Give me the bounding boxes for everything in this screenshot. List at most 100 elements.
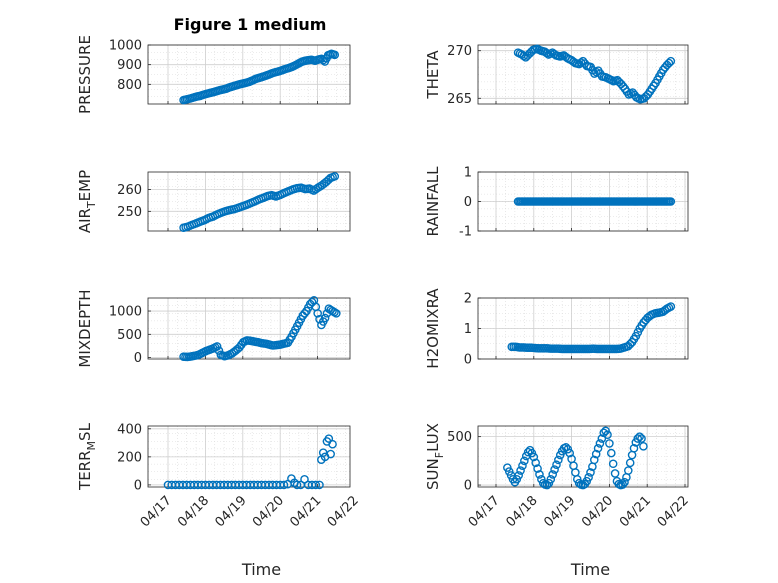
y-axis-label: PRESSURE [76,35,94,114]
data-point [520,456,529,466]
panel-h2omixra: 0 1 2 H2OMIXRA [424,288,689,369]
x-tick-label: 04/17 [466,493,503,530]
data-point [620,477,629,487]
data-point [605,439,614,448]
panel-pressure: 800 900 1000 PRESSURE [76,35,351,114]
y-tick-label: 270 [447,44,472,59]
data-point [592,67,601,77]
panel-rainfall: -1 0 1 RAINFALL [424,166,689,240]
data-point [516,466,525,475]
data-point [637,434,646,443]
data-point [311,480,321,490]
data-point [514,471,523,480]
y-axis-label: MIXDEPTH [76,289,94,367]
axes-box [147,44,351,105]
y-axis-label: AIRTEMP [76,170,98,233]
chart-title: Figure 1 medium [174,15,327,34]
data-point [326,449,335,459]
y-tick-label: 250 [117,205,142,220]
data-point [633,434,643,443]
data-point [548,470,558,479]
data-point [300,309,309,318]
data-point [330,50,340,60]
axes-box [147,171,351,232]
x-tick-label: 04/19 [541,493,578,530]
data-point [664,58,674,68]
y-axis-label: TERRMSL [76,422,98,491]
data-point [529,452,539,462]
data-point [618,480,627,489]
data-point [550,465,559,474]
axes-box [477,44,689,105]
y-tick-label: 2 [464,292,472,307]
data-point [571,468,580,477]
data-point [523,447,533,457]
data-point [606,448,616,458]
data-point [292,480,302,490]
y-tick-label: 500 [447,430,472,445]
y-tick-label: 900 [117,58,142,73]
data-point [595,439,605,448]
data-point [639,442,648,451]
y-tick-label: 1000 [109,305,142,320]
y-tick-label: 0 [464,195,472,210]
y-axis-label: THETA [424,50,442,100]
y-tick-label: 265 [447,92,472,107]
y-tick-label: 200 [117,450,142,465]
y-tick-label: 0 [464,479,472,494]
y-tick-label: 0 [134,478,142,493]
data-point [629,443,639,453]
data-point [518,461,527,470]
y-axis-label: RAINFALL [424,166,442,237]
x-tick-label: 04/17 [138,493,175,530]
data-point [610,469,620,478]
panel-mixdepth: 0 500 1000 MIXDEPTH [76,289,351,368]
data-point [608,459,618,469]
data-point [569,461,578,470]
data-point [584,473,593,482]
data-point [330,172,340,181]
data-point [666,302,676,311]
x-tick-label: 04/21 [287,493,324,530]
data-point [591,449,601,459]
y-axis-label: SUNFLUX [424,423,446,490]
axes-box [147,297,351,360]
y-tick-label: 1 [464,166,472,181]
x-tick-label: 04/18 [175,493,212,530]
data-point [535,470,544,479]
x-tick-label: 04/22 [325,493,362,530]
x-tick-label: 04/19 [213,493,250,530]
data-point [589,455,599,465]
x-tick-label: 04/20 [250,493,287,530]
data-point [313,309,322,318]
data-point [279,480,289,490]
y-tick-label: 0 [464,353,472,368]
y-tick-label: 800 [117,78,142,93]
x-tick-label: 04/20 [579,493,616,530]
data-point [603,430,612,440]
data-point [542,480,552,490]
data-point [554,455,563,465]
data-point [597,434,607,443]
data-point [328,439,337,449]
data-point [531,458,540,468]
data-point [666,56,676,66]
panel-theta: 265 270 THETA [424,44,689,107]
data-point [212,342,222,351]
y-tick-label: 1 [464,322,472,337]
x-axis-label: Time [241,560,281,579]
data-point [624,466,633,475]
data-point [546,474,556,484]
data-point [315,480,324,490]
data-point [320,313,330,323]
y-axis-label: H2OMIXRA [424,288,442,369]
x-tick-label: 04/18 [504,493,541,530]
x-axis-label: Time [570,560,610,579]
y-tick-label: 400 [117,422,142,437]
y-tick-label: 0 [134,351,142,366]
data-point [533,464,542,473]
data-point [561,443,571,452]
data-point [666,197,676,206]
data-point [625,458,635,468]
